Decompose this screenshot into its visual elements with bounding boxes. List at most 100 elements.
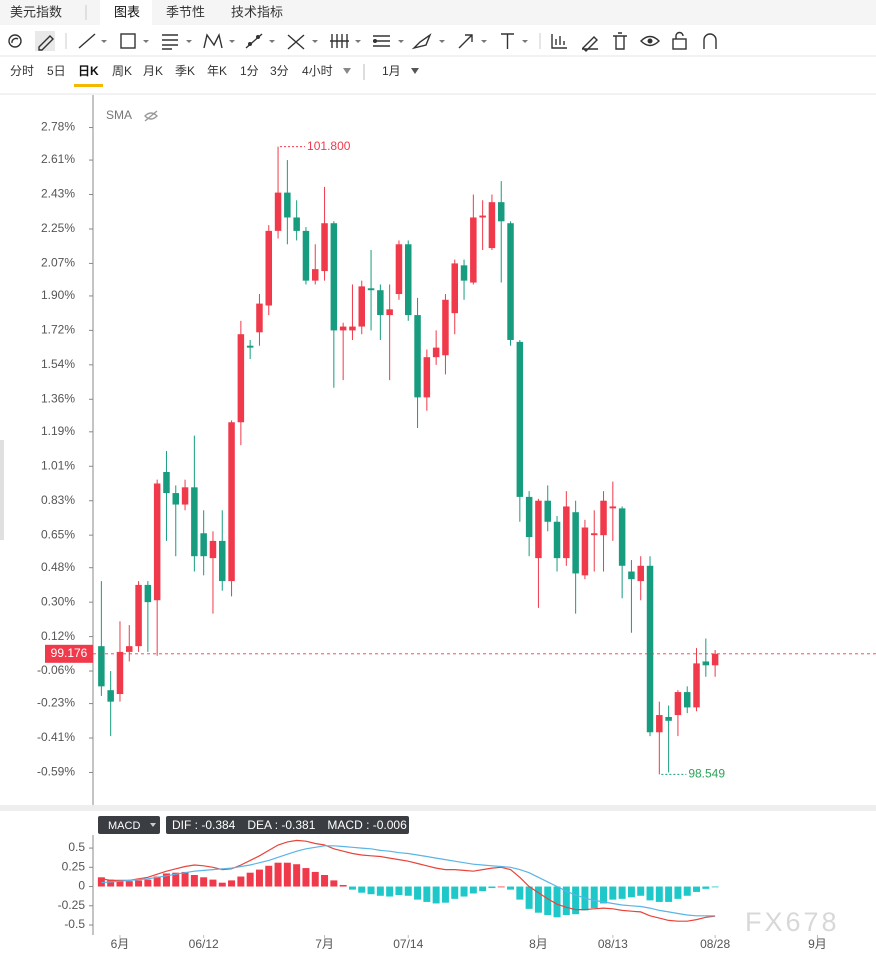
period-option[interactable]: 1月 xyxy=(382,64,401,78)
x-tick-label: 06/12 xyxy=(189,937,219,951)
macd-bar xyxy=(367,886,375,895)
macd-bar xyxy=(237,876,245,887)
period-option[interactable]: 周K xyxy=(112,64,132,78)
y-tick-label: 2.61% xyxy=(41,152,75,166)
candle-body xyxy=(423,357,431,398)
tool-bars[interactable] xyxy=(330,34,361,48)
y-tick-label: 2.43% xyxy=(41,187,75,201)
candle-body xyxy=(488,202,496,249)
macd-bar xyxy=(386,886,394,897)
macd-bar xyxy=(302,868,310,887)
candle-body xyxy=(386,309,393,316)
candle-body xyxy=(711,653,719,666)
tool-chart[interactable] xyxy=(551,34,567,49)
period-option[interactable]: 分时 xyxy=(10,64,34,78)
period-option[interactable]: 1分 xyxy=(240,64,259,78)
candle-body xyxy=(153,483,161,601)
candle-body xyxy=(590,533,598,536)
visibility-icon[interactable] xyxy=(144,110,158,122)
tool-delete[interactable] xyxy=(613,32,627,50)
tool-measure[interactable] xyxy=(373,35,404,47)
tool-pattern[interactable] xyxy=(203,32,235,49)
macd-bar xyxy=(451,886,459,899)
tool-ray[interactable] xyxy=(245,33,275,49)
tool-edit[interactable] xyxy=(582,36,598,52)
macd-bar xyxy=(190,875,198,887)
period-option[interactable]: 日K xyxy=(78,64,99,78)
tool-eye[interactable] xyxy=(640,35,660,47)
period-option[interactable]: 5日 xyxy=(47,64,66,78)
candle-body xyxy=(181,487,189,505)
macd-bar xyxy=(627,886,635,898)
candle-body xyxy=(683,692,691,708)
tool-lines[interactable] xyxy=(162,34,192,50)
macd-bar xyxy=(330,880,338,887)
period-option[interactable]: 季K xyxy=(175,64,195,78)
x-tick-label: 8月 xyxy=(529,937,548,951)
tool-crosshair[interactable] xyxy=(8,34,22,48)
y-tick-label: 1.54% xyxy=(41,357,75,371)
candle-body xyxy=(702,661,710,666)
candle-body xyxy=(312,269,319,281)
candle-body xyxy=(219,540,226,582)
period-option[interactable]: 4小时 xyxy=(302,64,333,78)
candle-body xyxy=(274,192,282,231)
candle-body xyxy=(265,230,273,306)
macd-title: MACD xyxy=(108,820,140,832)
candle-body xyxy=(330,223,338,331)
macd-bar xyxy=(265,865,273,887)
candle-body xyxy=(237,334,245,423)
candle-body xyxy=(693,663,700,708)
candle-body xyxy=(404,244,412,316)
macd-bar xyxy=(321,875,329,887)
y-tick-label: 2.25% xyxy=(41,221,75,235)
y-tick-label: 1.19% xyxy=(41,424,75,438)
tab[interactable]: 图表 xyxy=(114,4,140,19)
x-tick-label: 07/14 xyxy=(393,937,423,951)
active-underline xyxy=(74,84,103,87)
candle-body xyxy=(163,472,170,494)
candle-body xyxy=(246,345,254,348)
candle-body xyxy=(284,192,291,218)
tab[interactable]: 技术指标 xyxy=(231,4,283,19)
macd-bar xyxy=(516,886,524,900)
candle-body xyxy=(497,202,505,222)
period-option[interactable]: 月K xyxy=(143,64,163,78)
macd-bar xyxy=(293,864,301,887)
candle-body xyxy=(600,500,607,536)
tool-text[interactable] xyxy=(501,33,528,49)
x-tick-label: 08/28 xyxy=(700,937,730,951)
macd-bar xyxy=(618,886,626,899)
tool-pen[interactable] xyxy=(35,31,55,51)
macd-bar xyxy=(414,886,422,900)
period-option[interactable]: 年K xyxy=(207,64,227,78)
y-tick-label: 0.65% xyxy=(41,527,75,541)
side-handle[interactable] xyxy=(0,440,4,540)
active-tab-bg xyxy=(100,0,152,25)
tool-magnet[interactable] xyxy=(703,33,717,49)
candle-body xyxy=(646,565,654,733)
macd-bar xyxy=(274,862,282,887)
macd-line xyxy=(101,839,716,922)
candle-body xyxy=(377,290,384,316)
period-option[interactable]: 3分 xyxy=(270,64,289,78)
tool-fib[interactable] xyxy=(287,34,318,50)
macd-bar xyxy=(228,880,236,887)
last-price-label: 99.176 xyxy=(51,646,88,660)
tool-rect[interactable] xyxy=(120,33,149,49)
candle-body xyxy=(525,496,533,538)
macd-bar xyxy=(646,886,654,901)
candle-body xyxy=(293,217,300,231)
tab[interactable]: 季节性 xyxy=(166,4,205,19)
tool-arrow[interactable] xyxy=(458,34,487,49)
tool-line[interactable] xyxy=(78,33,107,49)
macd-bar xyxy=(572,886,580,915)
macd-bar xyxy=(432,886,440,904)
macd-bar xyxy=(693,886,701,892)
tool-lock[interactable] xyxy=(672,31,687,50)
macd-selector[interactable] xyxy=(98,816,160,834)
tool-brush[interactable] xyxy=(411,33,445,50)
candle-body xyxy=(126,646,133,652)
macd-bar xyxy=(534,886,542,913)
